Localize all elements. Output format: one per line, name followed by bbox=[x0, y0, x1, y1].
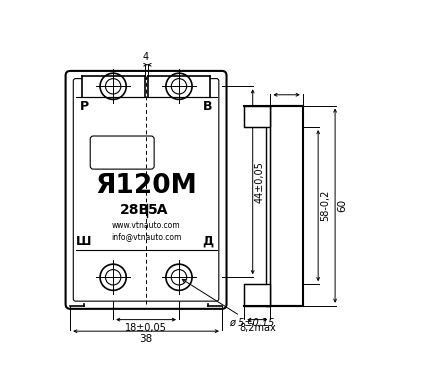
Bar bbox=[271, 105, 303, 306]
Bar bbox=[82, 76, 145, 97]
FancyBboxPatch shape bbox=[90, 136, 154, 169]
Text: 8,2max: 8,2max bbox=[239, 323, 276, 333]
Text: Я120М: Я120М bbox=[95, 173, 197, 199]
Text: 5А: 5А bbox=[148, 203, 169, 218]
Text: В: В bbox=[203, 100, 213, 113]
Bar bbox=[266, 105, 271, 306]
Text: 4: 4 bbox=[143, 52, 149, 62]
Text: Д: Д bbox=[202, 234, 213, 248]
Text: ø 5±0,15: ø 5±0,15 bbox=[182, 279, 275, 328]
Text: 58-0,2: 58-0,2 bbox=[320, 190, 331, 221]
Text: Ш: Ш bbox=[76, 234, 92, 248]
Text: 38: 38 bbox=[139, 334, 152, 344]
FancyBboxPatch shape bbox=[73, 79, 219, 301]
Text: Р: Р bbox=[80, 100, 89, 113]
Text: 44±0,05: 44±0,05 bbox=[255, 161, 265, 203]
FancyBboxPatch shape bbox=[65, 71, 227, 309]
Text: 60: 60 bbox=[337, 199, 347, 212]
Bar bbox=[244, 284, 271, 306]
Text: www.vtnauto.com: www.vtnauto.com bbox=[112, 221, 180, 230]
Bar bbox=[148, 76, 210, 97]
Text: info@vtnauto.com: info@vtnauto.com bbox=[111, 232, 181, 241]
Text: 18±0,05: 18±0,05 bbox=[125, 323, 167, 333]
Bar bbox=[244, 105, 271, 127]
Text: 28В: 28В bbox=[120, 203, 150, 218]
